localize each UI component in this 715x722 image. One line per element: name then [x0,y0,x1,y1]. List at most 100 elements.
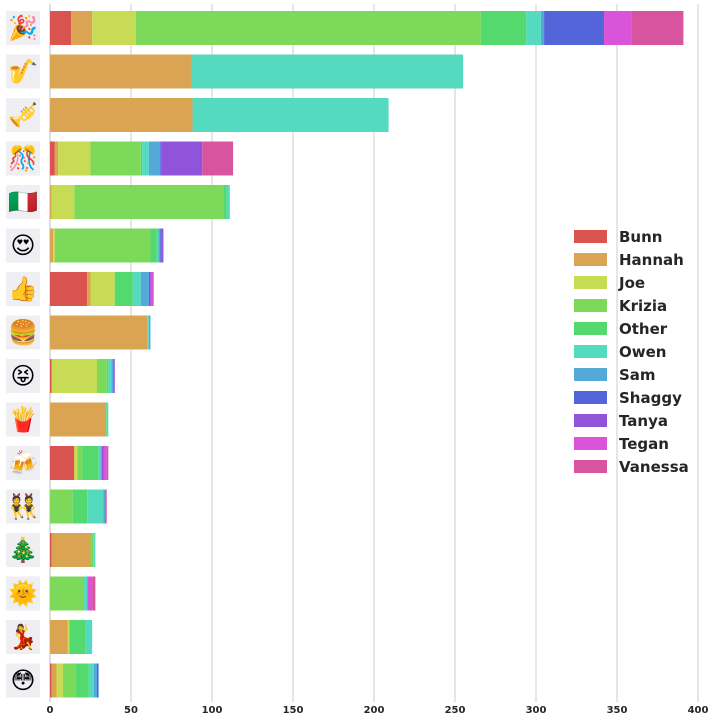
bar-thumbs-up-other [114,272,133,306]
trumpet-icon-tile [6,98,40,132]
bar-beer-mugs-vanessa [106,446,109,480]
legend-swatch-vanessa [574,460,607,473]
bar-flushed-face-owen [88,663,94,698]
legend-label-joe: Joe [619,273,646,292]
x-tick-labels: 0 50 100 150 200 250 300 350 400 [47,705,709,716]
legend-label-owen: Owen [619,342,667,361]
bar-party-popper-joe [92,11,136,45]
bar-trumpet-hannah [50,98,193,132]
italy-flag-icon: 🇮🇹 [8,188,38,216]
bar-dancer-joe [67,620,70,654]
bar-beer-mugs-owen [98,446,101,480]
bar-beer-mugs-sam [100,446,102,480]
bar-italy-flag-krizia [74,185,224,219]
legend-swatch-owen [574,345,607,358]
bar-squinting-tongue-krizia [96,359,107,393]
bar-sun-with-face-tegan [87,576,93,611]
bar-flushed-face-krizia [62,663,76,698]
bar-dancer-other [69,620,86,654]
bar-italy-flag-hannah [50,185,52,219]
heart-eyes-icon-tile [6,228,40,263]
bar-heart-eyes-joe [53,228,55,263]
bar-beer-mugs-other [82,446,99,480]
legend-item-joe: Joe [574,271,689,294]
legend-label-tanya: Tanya [619,411,668,430]
bar-heart-eyes-shaggy [160,228,162,263]
legend-swatch-sam [574,368,607,381]
confetti-ball-icon: 🎊 [8,144,38,173]
bar-flushed-face-joe [56,663,63,698]
bar-heart-eyes-other [150,228,157,263]
bar-flushed-face-bunn [50,663,52,698]
legend-swatch-joe [574,276,607,289]
bar-heart-eyes-sam [158,228,161,263]
bar-confetti-ball-krizia [90,141,141,176]
bar-confetti-ball-owen [142,141,149,176]
bar-flushed-face-hannah [51,663,57,698]
legend-item-vanessa: Vanessa [574,455,689,478]
italy-flag-icon-tile [6,185,40,219]
bar-christmas-tree-krizia [90,533,94,567]
x-tick-label-100: 100 [202,705,223,716]
bar-party-popper-krizia [135,11,481,45]
bar-fries-hannah [50,402,106,437]
legend-swatch-bunn [574,230,607,243]
bar-heart-eyes-krizia [54,228,151,263]
bar-confetti-ball-sam [148,141,161,176]
confetti-ball-icon-tile [6,141,40,176]
fries-icon-tile [6,402,40,437]
hamburger-icon-tile [6,315,40,350]
legend-item-bunn: Bunn [574,225,689,248]
legend-label-hannah: Hannah [619,250,684,269]
legend-item-owen: Owen [574,340,689,363]
bar-dancers-sam [103,489,106,524]
bar-sun-with-face-owen [84,576,88,611]
legend-label-other: Other [619,319,668,338]
squinting-tongue-icon-tile [6,359,40,393]
legend-swatch-hannah [574,253,607,266]
flushed-face-icon-tile [6,663,40,698]
x-tick-label-300: 300 [526,705,547,716]
bar-trumpet-owen [192,98,389,132]
bar-christmas-tree-owen [93,533,96,567]
bar-fries-other [105,402,107,437]
fries-icon: 🍟 [8,406,38,434]
bar-party-popper-other [480,11,527,45]
legend-label-tegan: Tegan [619,434,669,453]
dancers-icon: 👯 [8,493,38,521]
legend-swatch-other [574,322,607,335]
beer-mugs-icon-tile [6,446,40,480]
bar-squinting-tongue-tanya [113,359,115,393]
bar-heart-eyes-owen [156,228,159,263]
bar-saxophone-hannah [50,54,191,89]
legend-label-shaggy: Shaggy [619,388,682,407]
x-tick-label-150: 150 [283,705,304,716]
bar-confetti-ball-joe [58,141,91,176]
legend-label-vanessa: Vanessa [619,457,689,476]
sun-with-face-icon-tile [6,576,40,611]
bar-dancers-other [72,489,88,524]
bar-dancer-owen [85,620,93,654]
bar-squinting-tongue-owen [108,359,112,393]
bar-beer-mugs-krizia [77,446,83,480]
bar-thumbs-up-shaggy [148,272,151,306]
category-icons: 🎉 🎷 🎺 🎊 🇮🇹 😍 👍 🍔 😝 🍟 🍻 👯 🎄 🌞 💃 😳 [6,11,40,698]
bar-dancers-owen [87,489,104,524]
legend-item-tegan: Tegan [574,432,689,455]
legend-item-shaggy: Shaggy [574,386,689,409]
bar-sun-with-face-vanessa [92,576,96,611]
bar-italy-flag-other [223,185,227,219]
bar-saxophone-owen [190,54,464,89]
bar-party-popper-shaggy [544,11,605,45]
bars [50,11,684,698]
trumpet-icon: 🎺 [8,101,38,129]
legend-swatch-tanya [574,414,607,427]
bar-hamburger-hannah [50,315,148,350]
legend: Bunn Hannah Joe Krizia Other Owen Sam Shaggy Tan… [574,225,689,478]
bar-squinting-tongue-other [106,359,109,393]
x-tick-label-50: 50 [124,705,138,716]
dancer-icon-tile [6,620,40,654]
bar-thumbs-up-bunn [50,272,88,306]
bar-party-popper-sam [540,11,545,45]
